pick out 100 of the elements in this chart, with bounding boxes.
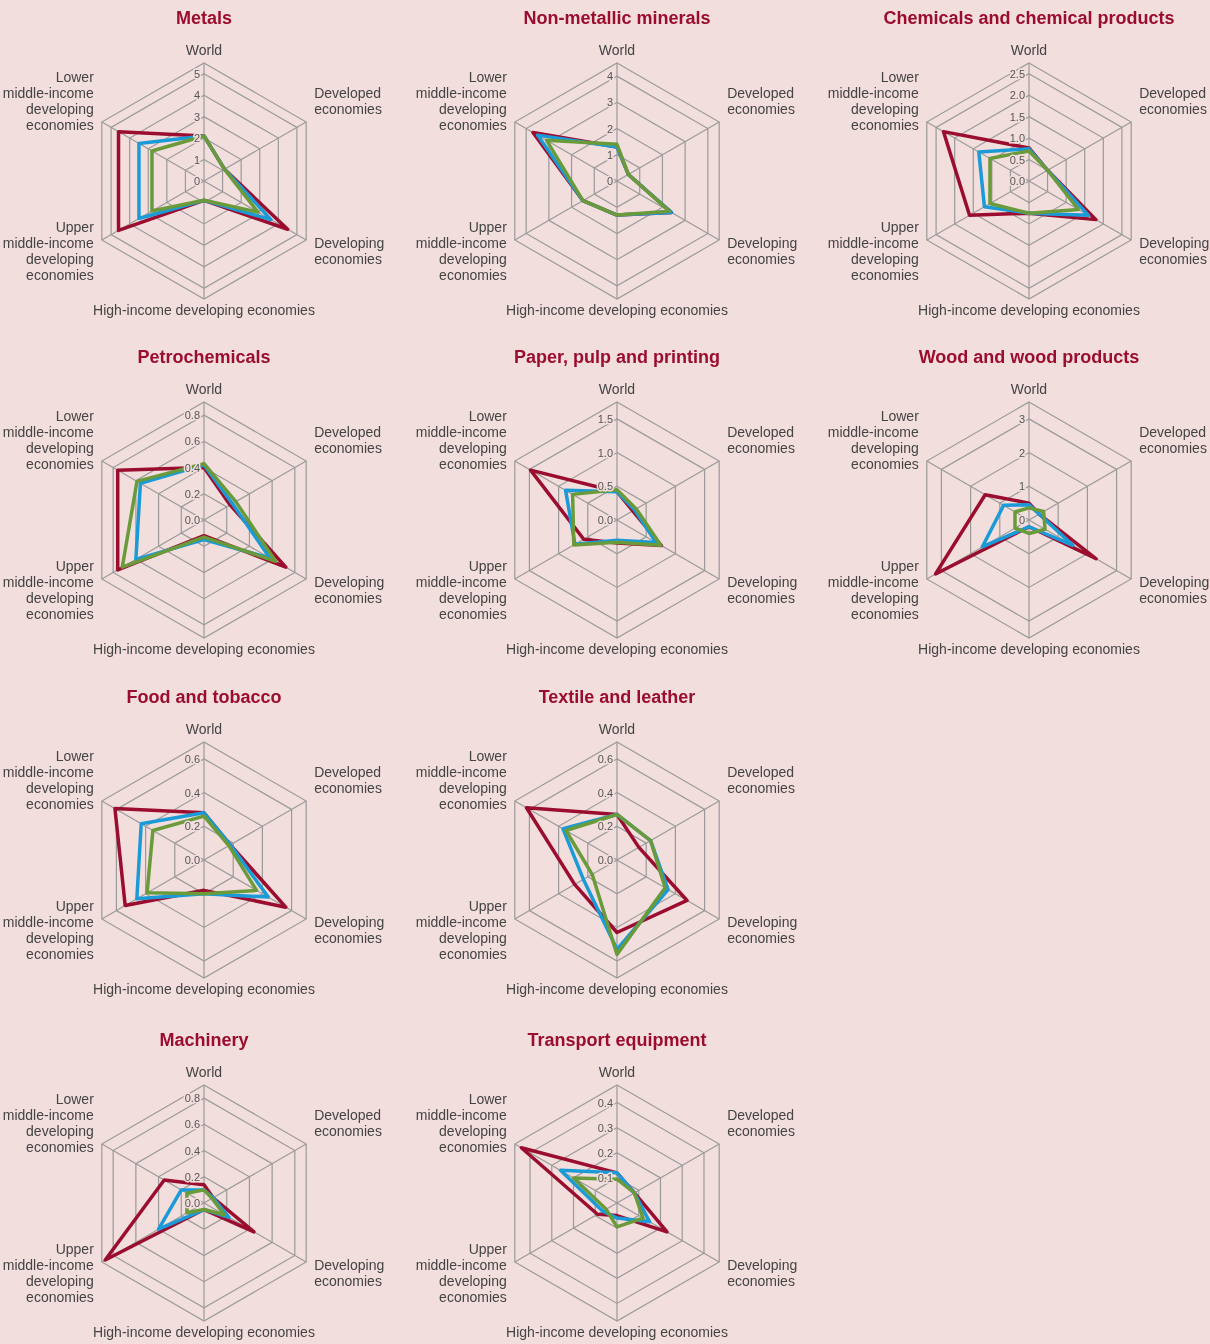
y-tick-label: 0.4 [184,1144,200,1157]
y-tick-label: 1 [606,148,613,161]
y-tick-label: 4 [606,70,613,83]
spoke-label: Upper middle-income developing economies [415,219,508,283]
y-tick-label: 0.5 [597,480,613,493]
y-tick-label: 4 [193,89,200,102]
spoke-label: Developing economies [727,574,798,606]
spoke-label: High-income developing economies [506,1324,728,1340]
spoke-label: Developing economies [727,235,798,267]
spoke-label: Lower middle-income developing economies [415,748,508,812]
spoke-label: High-income developing economies [918,302,1140,318]
spoke-label: World [598,42,636,58]
y-tick-label: 0 [606,175,613,187]
spoke-label: Developing economies [314,1257,385,1289]
y-tick-label: 0 [193,175,200,187]
spoke-label: High-income developing economies [506,302,728,318]
spoke-label: Upper middle-income developing economies [2,219,95,283]
spoke-label: Developed economies [314,1107,382,1139]
y-tick-label: 0.4 [597,1096,613,1109]
spoke-label: Developed economies [314,764,382,796]
y-tick-label: 0.2 [184,820,200,833]
y-tick-label: 0.0 [1009,175,1025,187]
y-tick-label: 0.5 [1009,153,1025,166]
chart-title: Paper, pulp and printing [513,347,721,367]
y-tick-label: 2 [193,132,200,145]
y-tick-label: 0.4 [184,786,200,799]
y-tick-label: 5 [193,67,200,80]
chart-title: Transport equipment [527,1030,707,1050]
y-tick-label: 2 [1018,446,1025,459]
spoke-label: Upper middle-income developing economies [415,558,508,622]
spoke-label: Lower middle-income developing economies [415,1091,508,1155]
chart-title: Food and tobacco [126,687,282,707]
spoke-label: Developed economies [314,424,382,456]
spoke-label: High-income developing economies [506,981,728,997]
spoke-label: Lower middle-income developing economies [2,408,95,472]
y-tick-label: 0.8 [184,1092,200,1105]
y-tick-label: 0.2 [184,487,200,500]
spoke-label: High-income developing economies [93,302,315,318]
spoke-label: World [598,381,636,397]
spoke-label: Developing economies [727,914,798,946]
y-tick-label: 0.3 [597,1121,613,1134]
chart-title: Wood and wood products [918,347,1140,367]
y-tick-label: 1.5 [1009,110,1025,123]
spoke-label: Developed economies [727,764,795,796]
spoke-label: Developing economies [314,574,385,606]
spoke-label: Developed economies [727,424,795,456]
y-tick-label: 3 [606,96,613,109]
y-tick-label: 0.6 [184,1118,200,1131]
chart-title: Non-metallic minerals [523,8,711,28]
y-tick-label: 1 [1018,480,1025,493]
spoke-label: Developed economies [314,85,382,117]
y-tick-label: 0.2 [184,1170,200,1183]
spoke-label: World [185,1064,223,1080]
chart-title: Chemicals and chemical products [883,8,1175,28]
y-tick-label: 0.6 [184,752,200,765]
spoke-label: Developing economies [1139,574,1210,606]
y-tick-label: 3 [1018,412,1025,425]
y-tick-label: 1.0 [1009,132,1025,145]
spoke-label: Lower middle-income developing economies [827,408,920,472]
spoke-label: Upper middle-income developing economies [415,898,508,962]
spoke-label: Developing economies [314,235,385,267]
chart-title: Petrochemicals [137,347,271,367]
spoke-label: World [598,1064,636,1080]
spoke-label: Lower middle-income developing economies [2,69,95,133]
chart-title: Metals [175,8,233,28]
spoke-label: High-income developing economies [93,641,315,657]
y-tick-label: 0.0 [184,514,200,526]
spoke-label: Upper middle-income developing economies [827,558,920,622]
spoke-label: Developed economies [1139,424,1207,456]
spoke-label: Upper middle-income developing economies [415,1241,508,1305]
spoke-label: World [1010,381,1048,397]
spoke-label: Developed economies [727,1107,795,1139]
spoke-label: Lower middle-income developing economies [2,748,95,812]
y-tick-label: 0 [1018,514,1025,526]
spoke-label: Upper middle-income developing economies [2,558,95,622]
y-tick-label: 1 [193,153,200,166]
y-tick-label: 0.0 [597,514,613,526]
chart-title: Machinery [159,1030,249,1050]
spoke-label: High-income developing economies [93,1324,315,1340]
y-tick-label: 0.6 [184,435,200,448]
y-tick-label: 0.0 [597,854,613,866]
spoke-label: Developed economies [727,85,795,117]
spoke-label: World [185,381,223,397]
y-tick-label: 0.8 [184,409,200,422]
spoke-label: Lower middle-income developing economies [2,1091,95,1155]
spoke-label: Lower middle-income developing economies [415,408,508,472]
spoke-label: Lower middle-income developing economies [415,69,508,133]
spoke-label: Developing economies [314,914,385,946]
y-tick-label: 0.2 [597,820,613,833]
y-tick-label: 2.0 [1009,89,1025,102]
spoke-label: Lower middle-income developing economies [827,69,920,133]
spoke-label: World [1010,42,1048,58]
y-tick-label: 2 [606,122,613,135]
y-tick-label: 0.4 [597,786,613,799]
spoke-label: High-income developing economies [506,641,728,657]
spoke-label: World [598,721,636,737]
y-tick-label: 0.2 [597,1146,613,1159]
spoke-label: Developed economies [1139,85,1207,117]
spoke-label: Upper middle-income developing economies [2,898,95,962]
spoke-label: High-income developing economies [93,981,315,997]
